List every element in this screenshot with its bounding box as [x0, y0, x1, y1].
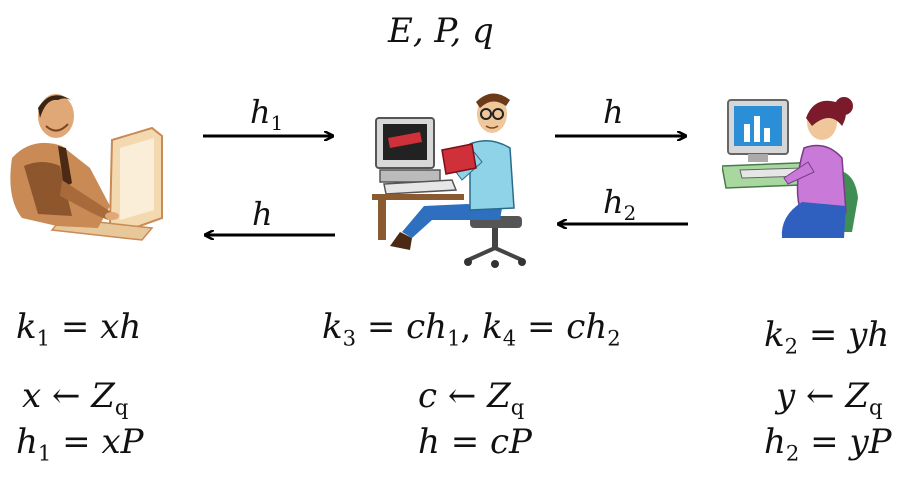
left-random-choice: x ← Zq	[22, 376, 129, 420]
middle-public-equation: h = cP	[418, 422, 532, 462]
arrow-label-h1: h1	[250, 93, 284, 135]
arrow-label-h2: h2	[603, 183, 637, 225]
middle-random-choice: c ← Zq	[418, 376, 525, 420]
nerd-at-computer-icon	[372, 93, 526, 268]
right-public-equation: h2 = yP	[764, 422, 892, 466]
woman-at-computer-icon	[722, 97, 858, 238]
arrow-label-h-left: h	[252, 195, 273, 233]
right-random-choice: y ← Zq	[776, 376, 883, 420]
businessman-at-computer-icon	[10, 94, 163, 241]
arrow-label-h-right: h	[603, 93, 624, 131]
middle-key-equation: k3 = ch1, k4 = ch2	[322, 307, 621, 351]
left-public-equation: h1 = xP	[16, 422, 144, 466]
right-key-equation: k2 = yh	[764, 315, 890, 359]
left-key-equation: k1 = xh	[16, 307, 142, 351]
diagram-title: E, P, q	[388, 11, 494, 51]
